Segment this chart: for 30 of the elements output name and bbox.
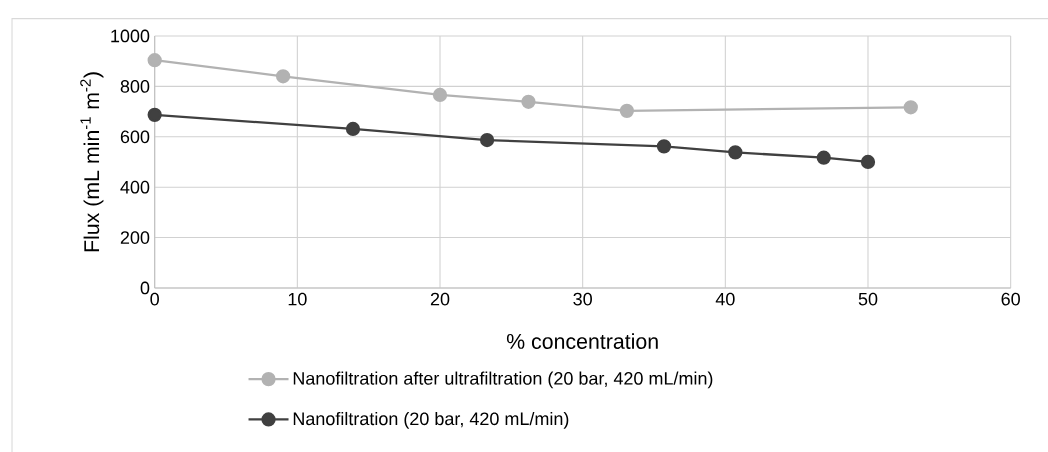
point [728,145,743,160]
point [521,94,536,109]
point [860,154,876,170]
y-tick-label: 400 [120,180,150,194]
point [432,87,448,103]
point [147,107,162,123]
point [619,103,635,118]
point [147,53,162,68]
point [903,100,918,115]
point [345,121,361,137]
y-tick-label: 800 [120,80,150,93]
legend-label: Nanofiltration after ultrafiltration (20 bar, 420 mL/min) [293,371,713,389]
point [275,69,291,84]
point [816,150,831,165]
x-tick-label: 0 [150,292,159,306]
x-axis-title: % concentration [506,333,658,349]
x-tick-label: 50 [858,292,878,306]
x-tick-label: 20 [430,292,450,306]
point [479,132,495,148]
point [656,139,672,154]
x-tick-label: 40 [715,292,735,306]
y-tick-label: 1000 [111,29,150,43]
y-tick-label: 200 [120,231,150,244]
x-tick-label: 10 [288,292,307,306]
x-tick-label: 60 [1001,292,1020,306]
y-tick-label: 600 [120,130,150,144]
legend-label: Nanofiltration (20 bar, 420 mL/min) [293,411,569,429]
y-tick-label: 0 [140,281,150,295]
y-axis-title: Flux (mL min$^{-1}$ m$^{-2}$) [80,72,104,252]
x-tick-label: 30 [573,292,592,306]
